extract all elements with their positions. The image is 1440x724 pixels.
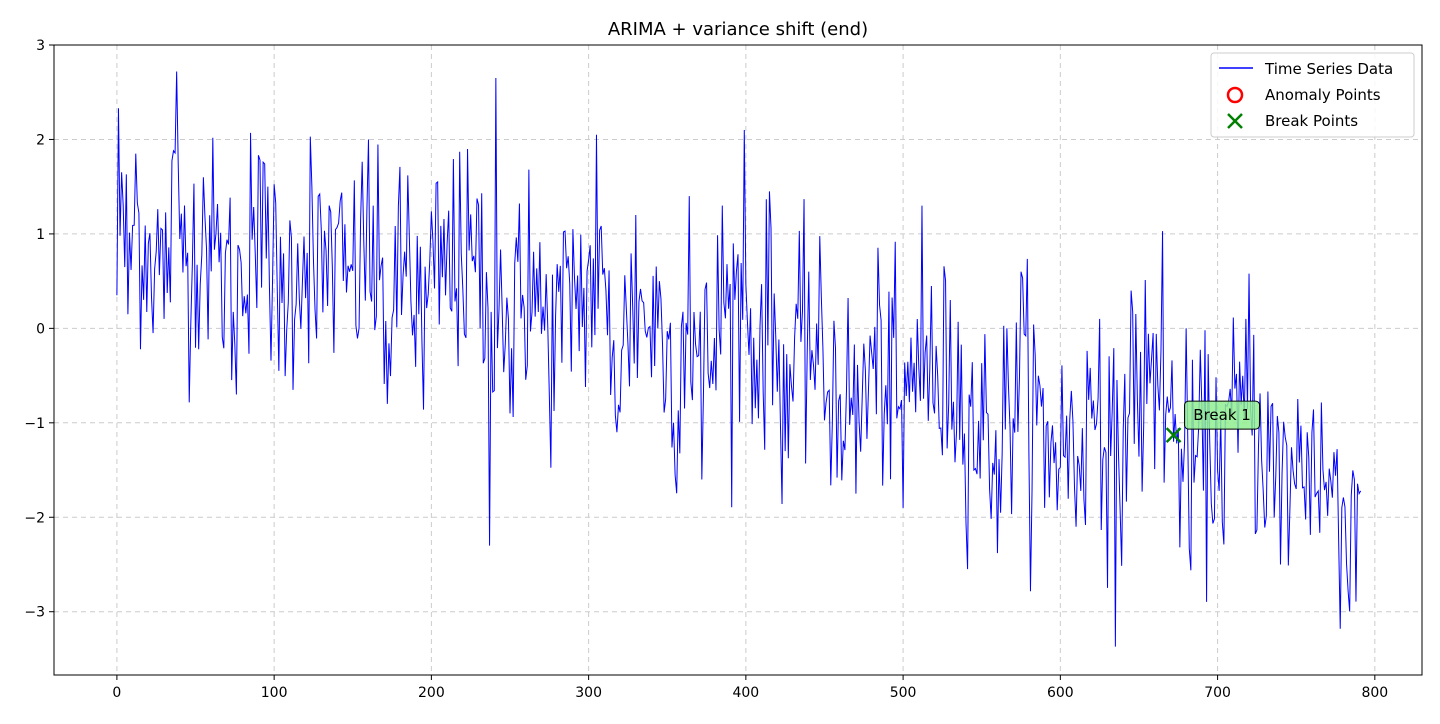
series-line (116, 71, 1362, 647)
legend-label: Time Series Data (1264, 60, 1393, 78)
break-point-stroke (1165, 427, 1182, 443)
legend-item: Time Series Data (1219, 60, 1393, 78)
legend-label: Anomaly Points (1265, 86, 1381, 104)
y-tick-label: −3 (24, 605, 45, 621)
x-tick-label: 0 (112, 685, 121, 701)
x-tick-label: 700 (1204, 685, 1231, 701)
y-tick-label: −1 (24, 416, 45, 432)
legend-box (1210, 52, 1415, 138)
x-tick-label: 400 (732, 685, 759, 701)
series-layer (116, 71, 1362, 647)
break-annotation-box (1184, 400, 1261, 430)
legend-circle-swatch (1226, 86, 1244, 104)
x-tick-label: 100 (261, 685, 288, 701)
x-tick-label: 600 (1047, 685, 1074, 701)
y-tick-label: 0 (36, 321, 45, 337)
chart-title: ARIMA + variance shift (end) (608, 19, 868, 40)
legend: Time Series Data Anomaly Points Break Poin… (1210, 52, 1415, 138)
legend-item: Break Points (1227, 112, 1358, 130)
y-tick-label: 3 (36, 38, 45, 54)
break-point-marker (1165, 427, 1182, 443)
legend-item: Anomaly Points (1226, 86, 1381, 104)
y-axis: −3 −2 −1 0 1 2 3 (24, 38, 54, 621)
break-points-layer: Break 1 (1165, 400, 1261, 443)
break-annotation-label: Break 1 (1193, 406, 1251, 424)
x-tick-label: 200 (418, 685, 445, 701)
x-tick-label: 300 (575, 685, 602, 701)
plot-frame (53, 44, 1423, 676)
legend-x-swatch (1227, 113, 1243, 129)
legend-label: Break Points (1265, 112, 1358, 130)
x-tick-label: 500 (890, 685, 917, 701)
x-tick-label: 800 (1361, 685, 1388, 701)
y-tick-label: 2 (36, 132, 45, 148)
y-tick-label: −2 (24, 510, 45, 526)
y-tick-label: 1 (36, 227, 45, 243)
x-axis: 0 100 200 300 400 500 600 700 800 (112, 675, 1388, 701)
grid (54, 44, 1422, 675)
